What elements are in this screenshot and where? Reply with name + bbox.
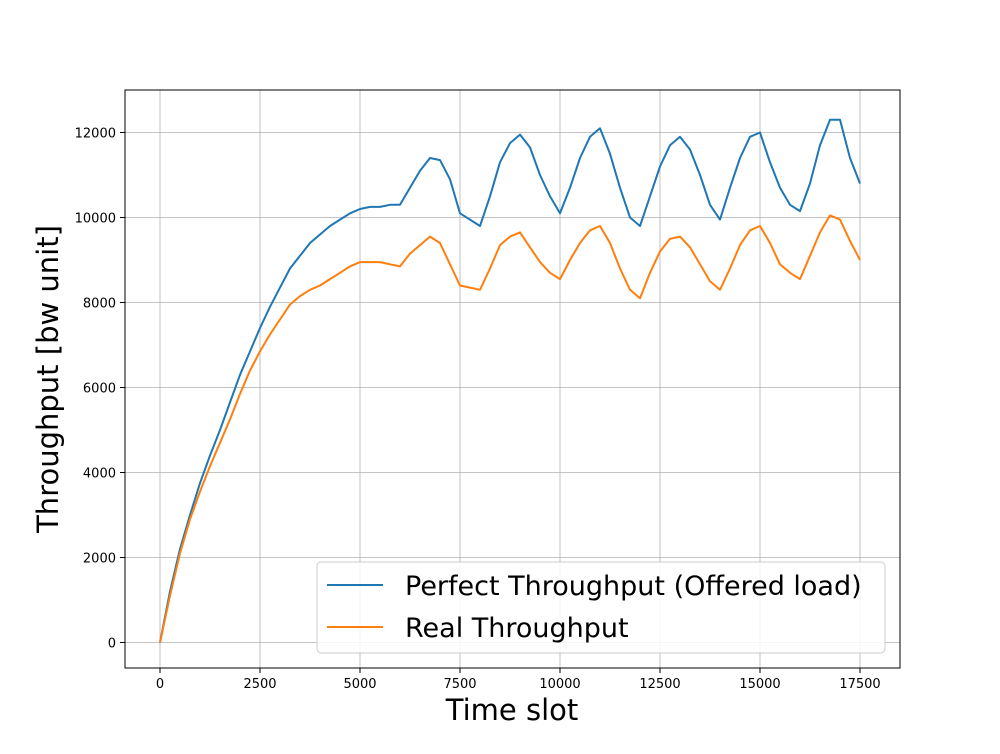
y-tick-label: 0	[108, 637, 116, 652]
x-tick-label: 15000	[739, 677, 780, 692]
y-tick-label: 4000	[83, 467, 116, 482]
y-tick-label: 6000	[83, 382, 116, 397]
legend: Perfect Throughput (Offered load) Real T…	[316, 561, 886, 654]
series-real-throughput-line	[159, 214, 861, 643]
grid-lines	[125, 90, 900, 668]
legend-label-real-throughput: Real Throughput	[405, 613, 629, 644]
x-axis-label: Time slot	[445, 693, 578, 727]
series-lines	[159, 118, 861, 643]
x-tick-label: 2500	[243, 677, 276, 692]
series-perfect-throughput-line	[159, 118, 861, 643]
legend-label-perfect-throughput: Perfect Throughput (Offered load)	[405, 571, 862, 602]
x-tick-label: 5000	[343, 677, 376, 692]
y-tick-label: 10000	[75, 212, 116, 227]
y-tick-label: 8000	[83, 297, 116, 312]
y-axis-label: Throughput [bw unit]	[31, 225, 65, 534]
legend-box	[316, 561, 886, 654]
x-tick-label: 17500	[839, 677, 880, 692]
axis-ticks: 0 2500 5000 7500 10000 12500 15000 17500 0 2000 40…	[75, 127, 881, 693]
y-tick-label: 12000	[75, 127, 116, 142]
x-tick-label: 12500	[639, 677, 680, 692]
x-tick-label: 7500	[443, 677, 476, 692]
x-tick-label: 0	[156, 677, 164, 692]
y-tick-label: 2000	[83, 552, 116, 567]
plot-area-frame	[124, 89, 901, 669]
x-tick-label: 10000	[539, 677, 580, 692]
